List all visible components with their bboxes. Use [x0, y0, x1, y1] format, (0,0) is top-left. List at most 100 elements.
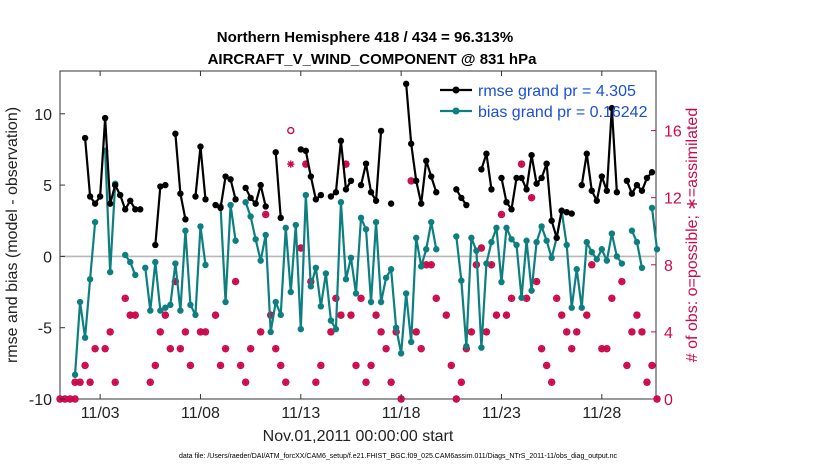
- bias-point: [613, 253, 621, 260]
- rmse-point: [498, 174, 505, 182]
- bias-point: [538, 223, 545, 230]
- bias-point: [433, 246, 440, 253]
- obs-assimilated-marker: [91, 345, 99, 353]
- rmse-point: [548, 217, 555, 224]
- rmse-point: [628, 190, 636, 197]
- bias-point: [192, 311, 199, 319]
- rmse-point: [518, 174, 525, 182]
- obs-assimilated-marker: [382, 345, 390, 353]
- rmse-point: [192, 193, 199, 200]
- bias-point: [312, 264, 320, 271]
- obs-assimilated-marker: [643, 378, 651, 386]
- obs-assimilated-marker: [482, 328, 491, 336]
- obs-possible-marker: [287, 126, 295, 135]
- obs-assimilated-marker: [161, 311, 169, 319]
- obs-assimilated-marker: [352, 361, 360, 370]
- bias-point: [106, 268, 114, 276]
- rmse-point: [402, 80, 410, 88]
- bias-point: [172, 260, 179, 267]
- bias-point: [458, 277, 465, 284]
- rmse-point: [162, 181, 169, 189]
- bias-point: [222, 298, 229, 306]
- rmse-point: [357, 181, 365, 189]
- rmse-point: [433, 189, 440, 196]
- bias-point: [297, 325, 305, 333]
- bias-point: [342, 276, 350, 283]
- obs-assimilated-marker: [628, 328, 636, 336]
- rmse-point: [262, 203, 269, 210]
- bias-point: [478, 344, 485, 351]
- rmse-point: [152, 241, 159, 249]
- bias-point: [302, 191, 310, 199]
- bias-point: [648, 204, 656, 212]
- legend-bias-label: bias grand pr = 0.16242: [478, 104, 648, 121]
- bias-point: [508, 236, 515, 243]
- obs-assimilated-marker: [588, 261, 596, 269]
- rmse-point: [257, 181, 264, 189]
- obs-assimilated-marker: [71, 395, 79, 403]
- x-tick-label: 11/23: [482, 405, 521, 422]
- obs-assimilated-marker: [211, 311, 220, 319]
- rmse-point: [177, 190, 184, 197]
- obs-assimilated-marker: [282, 378, 290, 386]
- bias-point: [483, 260, 490, 267]
- obs-assimilated-marker: [86, 378, 94, 386]
- chart-title: Northern Hemisphere 418 / 434 = 96.313%: [217, 29, 513, 46]
- legend-bias-marker: [452, 107, 460, 115]
- obs-assimilated-marker: [201, 328, 210, 336]
- rmse-point: [578, 181, 585, 189]
- obs-assimilated-marker: [121, 294, 129, 302]
- bias-point: [362, 226, 370, 233]
- rmse-point: [407, 140, 415, 147]
- rmse-point: [332, 189, 340, 196]
- obs-assimilated-marker: [532, 277, 541, 286]
- obs-assimilated-marker: [297, 244, 305, 252]
- rmse-point: [111, 181, 119, 189]
- bias-point: [588, 248, 595, 256]
- bias-point: [418, 263, 425, 270]
- obs-assimilated-marker: [377, 328, 385, 336]
- obs-markers: [56, 126, 661, 403]
- obs-assimilated-marker: [563, 328, 571, 336]
- x-axis-label: Nov.01,2011 00:00:00 start: [263, 428, 454, 445]
- obs-assimilated-marker: [477, 244, 486, 252]
- bias-point: [262, 231, 269, 239]
- bias-point: [523, 237, 530, 244]
- obs-assimilated-marker: [538, 345, 546, 353]
- bias-point: [518, 294, 525, 301]
- bias-point: [468, 234, 475, 242]
- y2-tick-label: 8: [664, 258, 673, 275]
- bias-point: [513, 241, 520, 249]
- rmse-point: [513, 174, 520, 182]
- y-axis-ticks: -10 -5 0 5 10: [29, 107, 65, 409]
- rmse-point: [197, 143, 204, 150]
- rmse-point: [106, 200, 114, 207]
- bias-point: [423, 246, 430, 253]
- obs-assimilated-marker: [76, 378, 84, 386]
- obs-assimilated-marker: [527, 194, 536, 202]
- bias-point: [81, 334, 89, 341]
- rmse-point: [583, 150, 590, 157]
- bias-point: [332, 325, 340, 333]
- bias-point: [287, 288, 294, 296]
- obs-assimilated-marker: [317, 361, 325, 370]
- rmse-point: [613, 189, 621, 196]
- bias-point: [503, 224, 510, 232]
- rmse-point: [86, 193, 94, 200]
- obs-assimilated-marker: [603, 345, 611, 353]
- obs-assimilated-marker: [432, 294, 440, 302]
- rmse-point: [337, 137, 345, 145]
- rmse-point: [252, 200, 259, 207]
- bias-point: [583, 238, 590, 246]
- rmse-point: [508, 206, 515, 213]
- y2-tick-label: 4: [664, 325, 673, 342]
- bias-point: [392, 324, 400, 331]
- obs-assimilated-marker: [442, 311, 450, 319]
- bias-point: [653, 246, 661, 253]
- obs-assimilated-marker: [101, 345, 109, 353]
- legend: rmse grand pr = 4.305 bias grand pr = 0.…: [440, 83, 648, 121]
- bias-point: [528, 287, 535, 294]
- y2-tick-label: 12: [664, 191, 682, 208]
- rmse-point: [117, 191, 124, 199]
- obs-assimilated-marker: [66, 395, 74, 403]
